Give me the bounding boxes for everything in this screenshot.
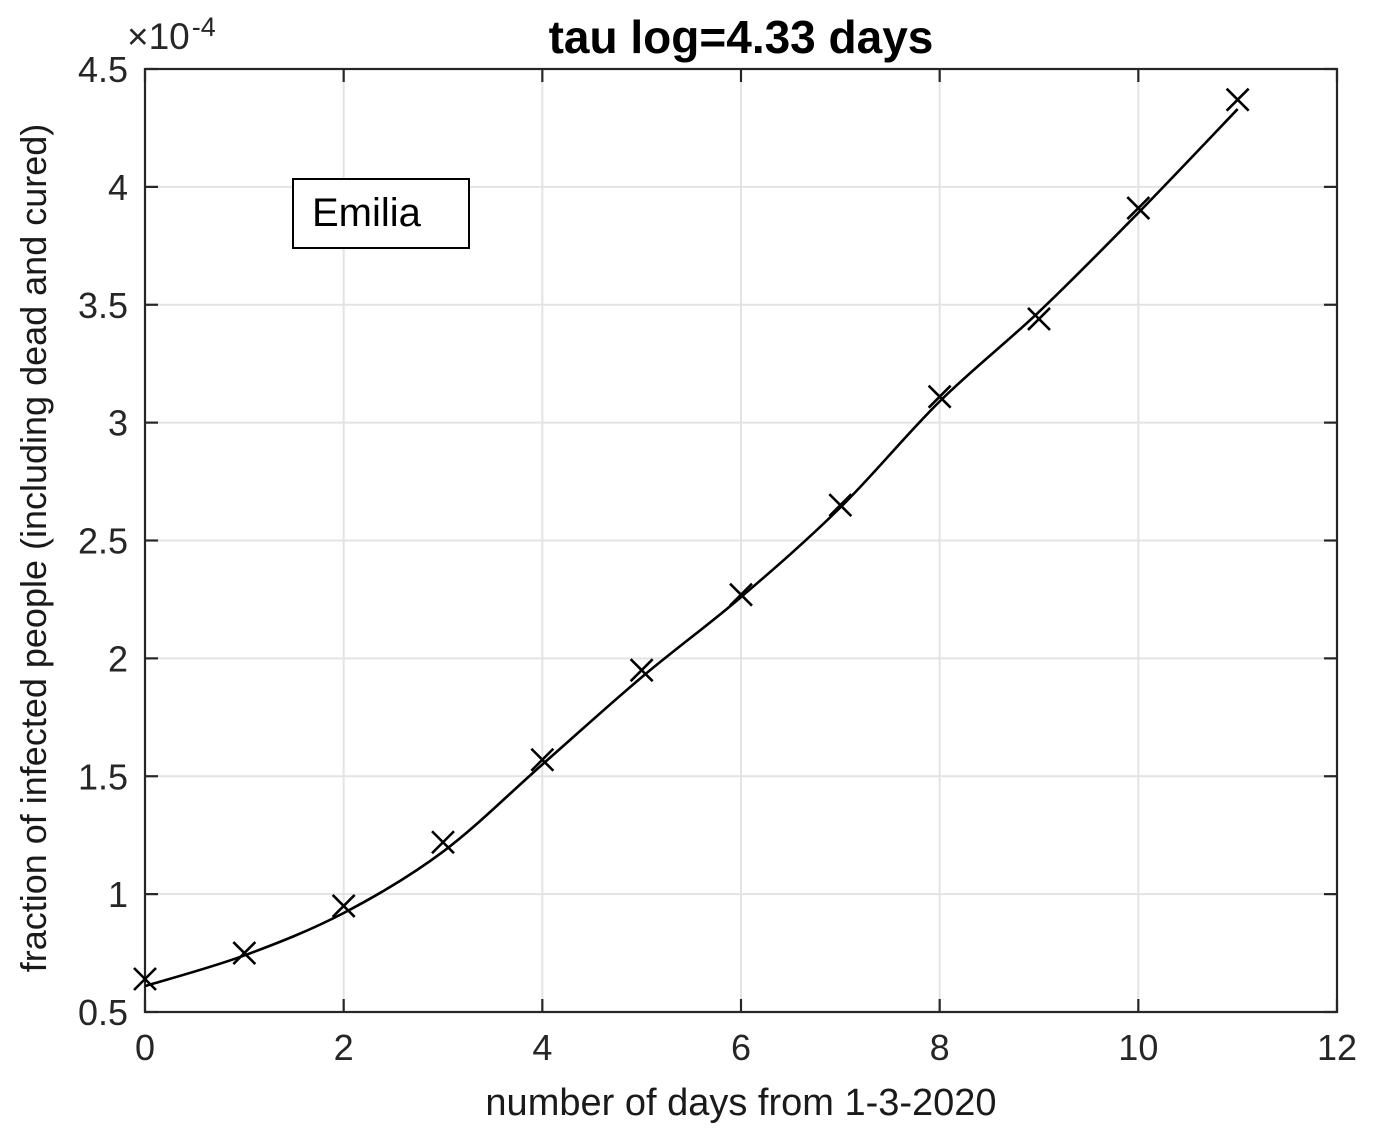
y-axis-label: fraction of infected people (including d…: [13, 123, 54, 973]
x-tick-label: 6: [731, 1027, 751, 1068]
x-tick-label: 4: [532, 1027, 552, 1068]
scale-factor-base: ×10: [127, 16, 190, 57]
y-tick-label: 1.5: [78, 756, 128, 797]
y-tick-label: 4.5: [78, 49, 128, 90]
data-point-marker: [1225, 87, 1250, 112]
y-tick-label: 0.5: [78, 992, 128, 1033]
legend-label: Emilia: [312, 191, 421, 235]
x-tick-label: 2: [334, 1027, 354, 1068]
data-point-marker: [927, 384, 952, 409]
fit-curve: [144, 108, 1239, 988]
data-point-marker: [629, 658, 654, 683]
y-tick-label: 3.5: [78, 285, 128, 326]
y-axis-scale-factor: ×10-4: [127, 12, 216, 58]
data-point-marker: [530, 747, 555, 772]
data-point-marker: [729, 582, 753, 607]
data-point-marker: [331, 893, 356, 918]
x-axis-label: number of days from 1-3-2020: [485, 1082, 997, 1124]
x-tick-label: 0: [135, 1027, 155, 1068]
y-tick-label: 2.5: [78, 521, 128, 562]
x-tick-label: 12: [1317, 1027, 1357, 1068]
chart-title: tau log=4.33 days: [548, 11, 934, 63]
data-point-marker: [828, 493, 853, 518]
x-tick-label: 10: [1118, 1027, 1158, 1068]
y-tick-label: 1: [108, 874, 128, 915]
legend-box: Emilia: [292, 178, 470, 249]
y-tick-label: 4: [108, 167, 128, 208]
x-tick-label: 8: [930, 1027, 950, 1068]
data-point-marker: [133, 967, 157, 991]
data-point-marker: [232, 941, 257, 965]
y-tick-label: 2: [108, 638, 128, 679]
data-point-marker: [1126, 196, 1151, 221]
data-point-marker: [431, 830, 455, 855]
scale-factor-exponent: -4: [191, 12, 216, 42]
y-tick-label: 3: [108, 403, 128, 444]
data-point-marker: [1027, 306, 1051, 331]
